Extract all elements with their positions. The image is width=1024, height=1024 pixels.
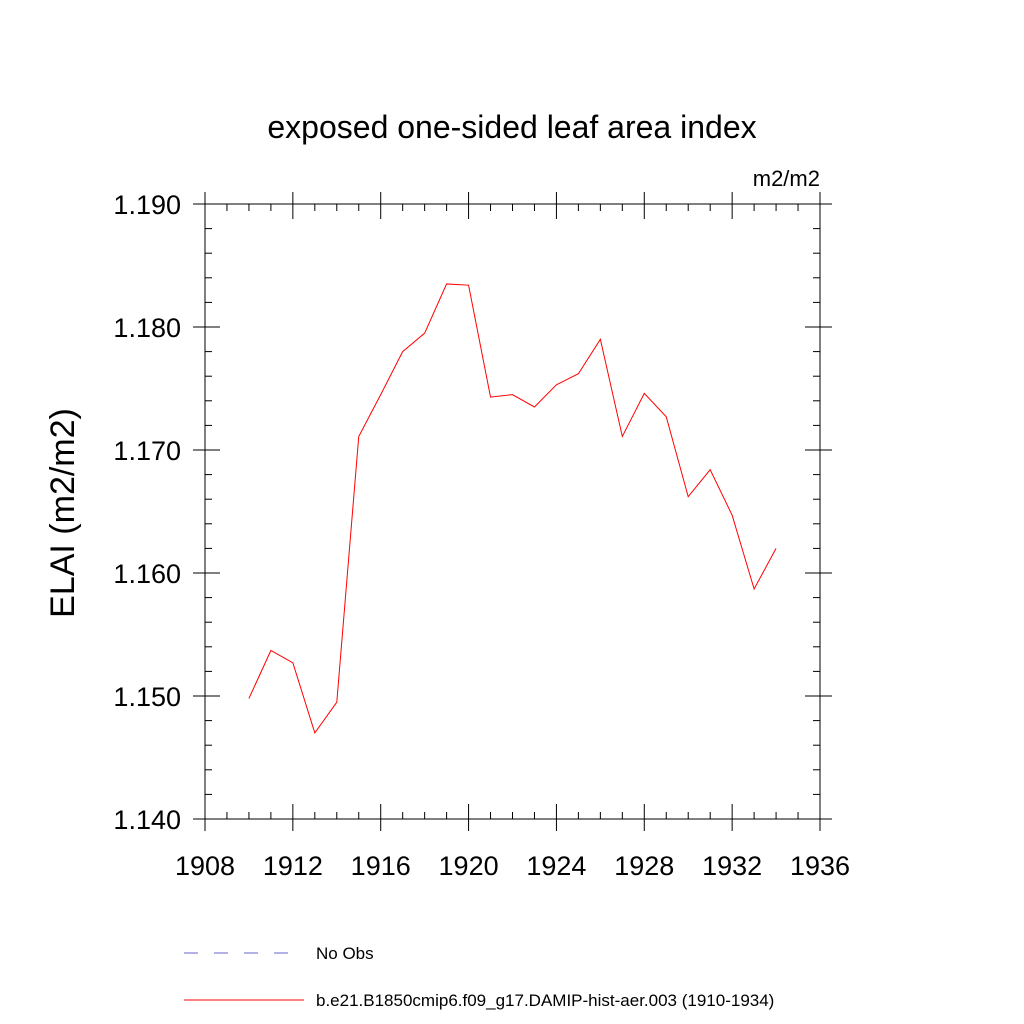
- y-tick-label: 1.140: [113, 805, 181, 835]
- x-tick-label: 1936: [790, 851, 850, 881]
- chart-title: exposed one-sided leaf area index: [267, 109, 756, 145]
- y-tick-label: 1.190: [113, 190, 181, 220]
- series-layer: [248, 283, 777, 735]
- y-axis-label: ELAI (m2/m2): [44, 408, 82, 618]
- x-tick-label: 1924: [526, 851, 586, 881]
- x-tick-label: 1932: [702, 851, 762, 881]
- legend: No Obs b.e21.B1850cmip6.f09_g17.DAMIP-his…: [184, 944, 774, 1010]
- x-axis-ticks: 1908 1912 1916 1920 1924 1928 1932 1936: [175, 192, 850, 881]
- legend-label: b.e21.B1850cmip6.f09_g17.DAMIP-hist-aer.…: [316, 991, 774, 1010]
- x-tick-label: 1920: [439, 851, 499, 881]
- y-tick-label: 1.150: [113, 682, 181, 712]
- y-axis-ticks: 1.140 1.150 1.160 1.170 1.180 1.190: [113, 190, 832, 835]
- y-tick-label: 1.160: [113, 559, 181, 589]
- plot-frame: [204, 203, 821, 820]
- series-line: [248, 283, 777, 735]
- units-label: m2/m2: [753, 166, 820, 191]
- y-tick-label: 1.170: [113, 436, 181, 466]
- x-tick-label: 1912: [263, 851, 323, 881]
- x-tick-label: 1916: [351, 851, 411, 881]
- y-tick-label: 1.180: [113, 313, 181, 343]
- legend-label: No Obs: [316, 944, 374, 963]
- x-tick-label: 1928: [614, 851, 674, 881]
- x-tick-label: 1908: [175, 851, 235, 881]
